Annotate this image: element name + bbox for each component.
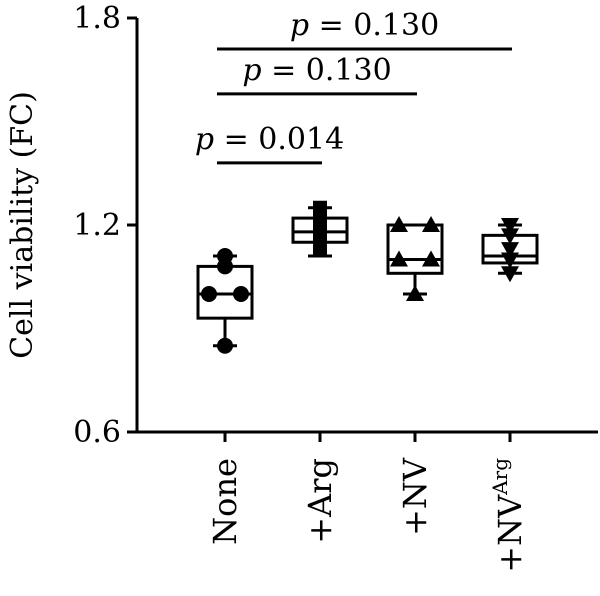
point-2-1 [422, 216, 440, 232]
x-tick-label-1: +Arg [301, 458, 339, 544]
point-0-3 [233, 286, 249, 302]
boxes [196, 206, 539, 348]
point-1-1 [313, 211, 327, 226]
point-3-2 [501, 242, 519, 259]
point-3-3 [501, 252, 519, 269]
point-2-3 [422, 250, 440, 267]
x-tick-label-3: +NVArg [488, 458, 529, 573]
y-tick-label-0: 0.6 [73, 415, 121, 450]
y-tick-label-2: 1.8 [73, 1, 121, 36]
y-axis-label: Cell viability (FC) [5, 91, 40, 359]
point-2-2 [390, 250, 408, 267]
x-tick-label-2: +NV [396, 457, 434, 536]
point-0-1 [217, 258, 233, 275]
y-tick-label-1: 1.2 [73, 208, 121, 243]
point-3-1 [501, 228, 519, 245]
point-1-3 [313, 228, 327, 243]
point-0-2 [201, 286, 217, 302]
comparison-label-1: p = 0.130 [242, 53, 391, 88]
data-points [201, 200, 519, 354]
x-tick-label-0: None [206, 458, 244, 545]
box-2 [386, 223, 444, 275]
point-0-4 [217, 337, 233, 354]
point-2-0 [390, 216, 408, 232]
axes: 0.6 1.2 1.8 None +Arg +NV +NVArg [73, 1, 598, 573]
comparison-label-2: p = 0.130 [290, 8, 439, 43]
point-2-4 [406, 285, 424, 301]
point-3-4 [501, 266, 519, 283]
significance-brackets: p = 0.014 p = 0.130 p = 0.130 [195, 8, 512, 165]
point-1-4 [313, 242, 327, 257]
point-3-0 [501, 218, 519, 234]
comparison-label-0: p = 0.014 [195, 122, 344, 157]
